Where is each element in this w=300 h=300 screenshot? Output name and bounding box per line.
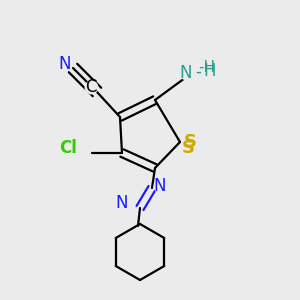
Text: S: S <box>184 133 196 151</box>
Text: N: N <box>116 194 128 212</box>
Text: C: C <box>85 78 97 96</box>
Text: -: - <box>195 63 201 81</box>
Text: H: H <box>204 62 216 80</box>
Text: N: N <box>154 177 166 195</box>
Text: -H: -H <box>199 61 215 76</box>
Text: N: N <box>59 55 71 73</box>
Text: N: N <box>180 64 192 82</box>
Text: Cl: Cl <box>59 139 77 157</box>
Text: S: S <box>182 139 194 157</box>
